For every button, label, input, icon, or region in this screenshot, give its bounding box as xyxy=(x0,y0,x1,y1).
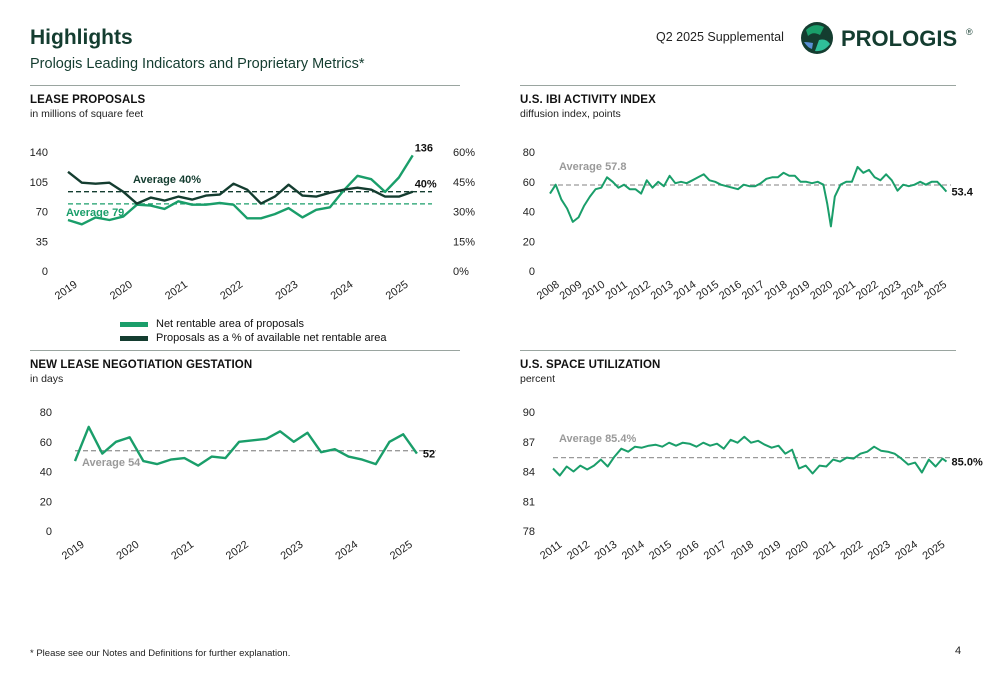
series-line xyxy=(552,435,948,477)
y-tick-label: 78 xyxy=(523,526,535,538)
average-label: Average 79 xyxy=(66,207,124,219)
utilization-subtitle: percent xyxy=(520,373,556,385)
x-tick-label: 2011 xyxy=(538,539,564,562)
x-tick-label: 2022 xyxy=(838,539,865,563)
y2-tick-label: 45% xyxy=(453,177,475,189)
y-tick-label: 0 xyxy=(529,266,535,278)
y-tick-label: 84 xyxy=(523,467,535,479)
series-line xyxy=(67,170,414,205)
legend-swatch xyxy=(120,321,148,327)
y-tick-label: 70 xyxy=(36,207,48,219)
y-tick-label: 40 xyxy=(523,207,535,219)
average-label: Average 85.4% xyxy=(559,433,636,445)
y-tick-label: 87 xyxy=(523,437,535,449)
average-label: Average 54 xyxy=(82,457,141,469)
end-value-label: 136 xyxy=(415,142,433,154)
y-tick-label: 80 xyxy=(40,407,52,419)
legend-item: Proposals as a % of available net rentab… xyxy=(120,332,387,344)
end-value-label: 52 xyxy=(423,449,435,461)
y-tick-label: 0 xyxy=(46,526,52,538)
x-tick-label: 2013 xyxy=(592,539,619,563)
gestation-subtitle: in days xyxy=(30,373,64,385)
divider xyxy=(520,350,956,351)
y-tick-label: 140 xyxy=(30,147,48,159)
average-label: Average 57.8 xyxy=(559,161,626,173)
x-tick-label: 2014 xyxy=(620,539,647,563)
x-tick-label: 2024 xyxy=(893,539,920,563)
legend-swatch xyxy=(120,335,148,341)
series-line xyxy=(73,425,418,467)
y2-tick-label: 15% xyxy=(453,236,475,248)
y-tick-label: 60 xyxy=(40,437,52,449)
x-tick-label: 2019 xyxy=(756,539,783,563)
page-number: 4 xyxy=(955,645,962,657)
series-line xyxy=(67,154,414,226)
x-tick-label: 2015 xyxy=(647,539,674,563)
legend-label: Net rentable area of proposals xyxy=(156,318,304,330)
legend-label: Proposals as a % of available net rentab… xyxy=(156,332,387,344)
end-value-label: 40% xyxy=(415,179,437,191)
y2-tick-label: 30% xyxy=(453,207,475,219)
divider xyxy=(520,85,956,86)
divider xyxy=(30,350,460,351)
x-tick-label: 2012 xyxy=(565,539,592,563)
x-tick-label: 2021 xyxy=(811,539,838,563)
lease-proposals-title: LEASE PROPOSALS xyxy=(30,94,146,106)
x-tick-label: 2020 xyxy=(784,539,811,563)
y-tick-label: 60 xyxy=(523,177,535,189)
prologis-logo: PROLOGIS ® xyxy=(800,18,980,58)
footnote: * Please see our Notes and Definitions f… xyxy=(30,648,291,659)
y-tick-label: 35 xyxy=(36,236,48,248)
x-tick-label: 2018 xyxy=(729,539,756,563)
y-tick-label: 0 xyxy=(42,266,48,278)
x-tick-label: 2017 xyxy=(702,539,729,563)
average-label: Average 40% xyxy=(133,174,201,186)
y-tick-label: 90 xyxy=(523,407,535,419)
y-tick-label: 20 xyxy=(523,236,535,248)
gestation-title: NEW LEASE NEGOTIATION GESTATION xyxy=(30,359,253,371)
x-tick-label: 2023 xyxy=(866,539,893,563)
y2-tick-label: 60% xyxy=(453,147,475,159)
y-tick-label: 20 xyxy=(40,496,52,508)
logo-registered-mark: ® xyxy=(966,27,973,37)
x-tick-label: 2016 xyxy=(674,539,701,563)
end-value-label: 53.4 xyxy=(951,187,973,199)
y2-tick-label: 0% xyxy=(453,266,469,278)
y-tick-label: 81 xyxy=(523,496,535,508)
ibi-subtitle: diffusion index, points xyxy=(520,108,621,120)
legend-item: Net rentable area of proposals xyxy=(120,318,304,330)
divider xyxy=(30,85,460,86)
logo-text: PROLOGIS xyxy=(841,26,957,51)
y-tick-label: 80 xyxy=(523,147,535,159)
utilization-title: U.S. SPACE UTILIZATION xyxy=(520,359,661,371)
x-tick-label: 2025 xyxy=(920,539,947,563)
ibi-title: U.S. IBI ACTIVITY INDEX xyxy=(520,94,656,106)
end-value-label: 85.0% xyxy=(952,457,983,469)
supplemental-label: Q2 2025 Supplemental xyxy=(656,30,784,44)
series-line xyxy=(549,165,948,228)
lease-proposals-subtitle: in millions of square feet xyxy=(30,108,144,120)
logo-mark-icon: PROLOGIS ® xyxy=(801,22,973,54)
page-title: Highlights xyxy=(30,26,133,49)
y-tick-label: 105 xyxy=(30,177,48,189)
y-tick-label: 40 xyxy=(40,467,52,479)
page-subtitle: Prologis Leading Indicators and Propriet… xyxy=(30,56,365,72)
